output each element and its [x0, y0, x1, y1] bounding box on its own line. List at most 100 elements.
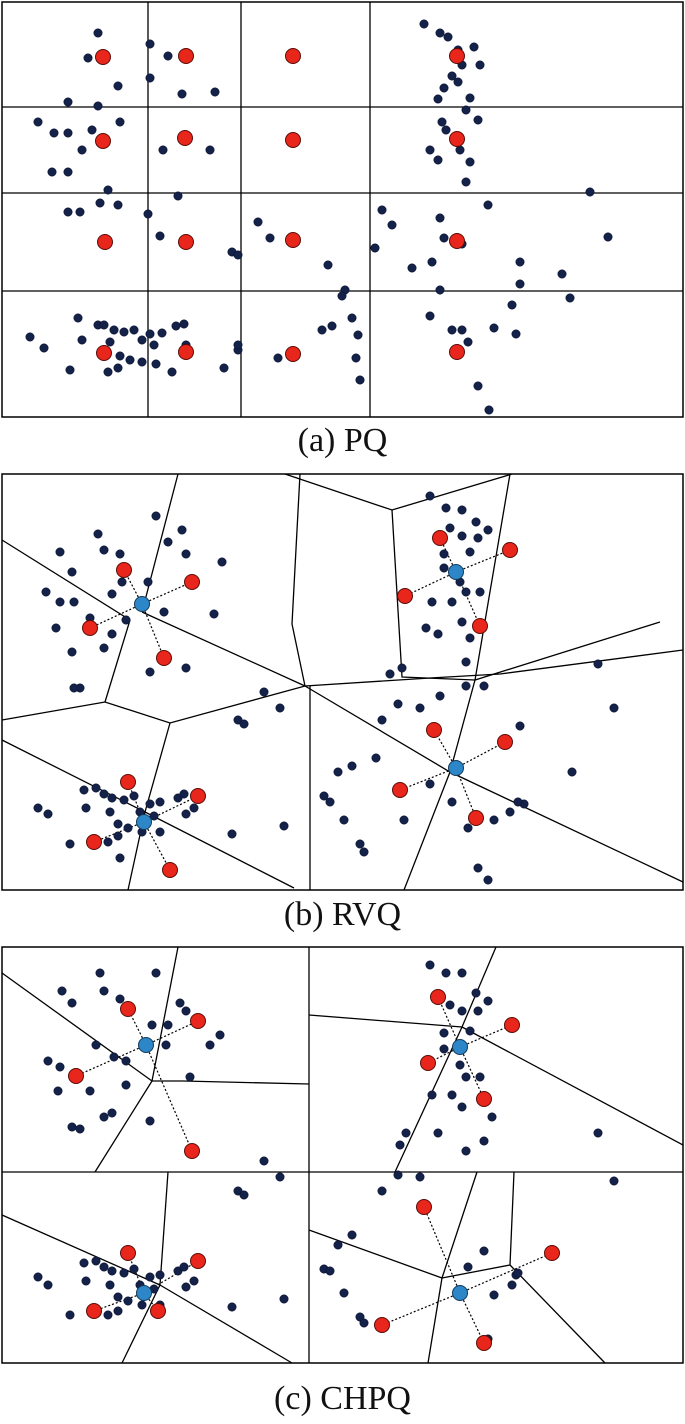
data-point: [425, 960, 435, 970]
data-point: [457, 505, 467, 515]
data-point: [445, 523, 455, 533]
data-point: [99, 1262, 109, 1272]
codeword-point: [95, 133, 111, 149]
voronoi-edge: [284, 473, 513, 511]
data-point: [79, 1258, 89, 1268]
data-point: [145, 667, 155, 677]
voronoi-edge: [449, 679, 476, 773]
data-point: [123, 1296, 133, 1306]
data-point: [585, 187, 595, 197]
data-point: [99, 1112, 109, 1122]
data-point: [461, 177, 471, 187]
centroid-point: [448, 564, 464, 580]
data-point: [147, 1020, 157, 1030]
data-point: [99, 320, 109, 330]
data-point: [49, 128, 59, 138]
centroid-point: [136, 814, 152, 830]
data-point: [479, 1136, 489, 1146]
data-point: [425, 145, 435, 155]
data-point: [415, 1172, 425, 1182]
data-point: [171, 321, 181, 331]
centroid-point: [448, 760, 464, 776]
data-point: [515, 257, 525, 267]
data-point: [215, 1030, 225, 1040]
data-point: [473, 115, 483, 125]
data-point: [43, 1056, 53, 1066]
data-point: [233, 340, 243, 350]
data-point: [479, 681, 489, 691]
data-point: [155, 797, 165, 807]
voronoi-edge: [104, 619, 131, 703]
data-point: [63, 97, 73, 107]
data-point: [55, 1062, 65, 1072]
data-point: [115, 853, 125, 863]
data-point: [185, 1072, 195, 1082]
data-point: [95, 968, 105, 978]
assignment-line: [145, 1020, 199, 1046]
data-point: [275, 1172, 285, 1182]
centroid-point: [452, 1039, 468, 1055]
data-point: [155, 1270, 165, 1280]
codeword-point: [184, 1143, 200, 1159]
assignment-line: [437, 996, 461, 1048]
data-point: [87, 125, 97, 135]
data-point: [107, 1266, 117, 1276]
data-point: [593, 659, 603, 669]
caption-rvq: (b) RVQ: [283, 896, 402, 933]
data-point: [163, 51, 173, 61]
data-point: [239, 1190, 249, 1200]
data-point: [107, 589, 117, 599]
data-point: [67, 1122, 77, 1132]
data-point: [119, 327, 129, 337]
data-point: [473, 863, 483, 873]
data-point: [105, 1280, 115, 1290]
data-point: [317, 325, 327, 335]
codeword-point: [504, 1017, 520, 1033]
codeword-point: [86, 834, 102, 850]
data-point: [401, 1128, 411, 1138]
voronoi-edge: [509, 1171, 515, 1266]
voronoi-edge: [152, 1080, 310, 1085]
data-point: [173, 191, 183, 201]
assignment-line: [145, 1044, 193, 1152]
data-point: [233, 250, 243, 260]
data-point: [457, 968, 467, 978]
data-point: [143, 577, 153, 587]
data-point: [113, 81, 123, 91]
data-point: [167, 367, 177, 377]
data-point: [475, 587, 485, 597]
codeword-point: [497, 734, 513, 750]
data-point: [435, 285, 445, 295]
data-point: [447, 1090, 457, 1100]
data-point: [77, 145, 87, 155]
data-point: [435, 213, 445, 223]
assignment-line: [381, 1292, 461, 1326]
data-point: [279, 1294, 289, 1304]
data-point: [145, 799, 155, 809]
codeword-point: [416, 1199, 432, 1215]
assignment-line: [93, 1292, 145, 1312]
assignment-line: [89, 603, 143, 629]
data-point: [377, 1186, 387, 1196]
data-point: [441, 968, 451, 978]
data-point: [99, 545, 109, 555]
data-point: [489, 815, 499, 825]
data-point: [395, 1140, 405, 1150]
codeword-point: [468, 810, 484, 826]
data-point: [137, 335, 147, 345]
data-point: [469, 42, 479, 52]
codeword-point: [449, 131, 465, 147]
codeword-point: [392, 782, 408, 798]
codeword-point: [190, 1253, 206, 1269]
data-point: [447, 597, 457, 607]
data-point: [151, 968, 161, 978]
data-point: [437, 117, 447, 127]
data-point: [461, 657, 471, 667]
codeword-point: [68, 1068, 84, 1084]
data-point: [279, 821, 289, 831]
data-point: [465, 1026, 475, 1036]
data-point: [149, 340, 159, 350]
data-point: [465, 93, 475, 103]
voronoi-edge: [461, 1026, 684, 1146]
data-point: [465, 547, 475, 557]
